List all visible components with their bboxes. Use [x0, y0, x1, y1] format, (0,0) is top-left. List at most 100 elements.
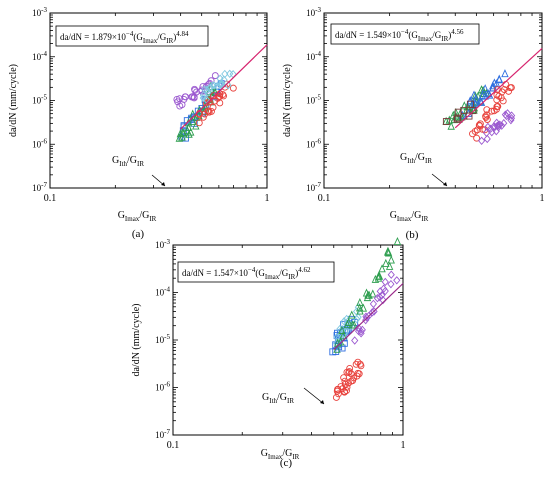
equation-text: da/dN = 1.547×10−4(GImax/GIR)4.62: [182, 266, 311, 281]
y-tick-exp: -4: [315, 50, 321, 58]
data-point: [483, 111, 491, 119]
y-tick-exp: -5: [315, 94, 321, 102]
equation-text: da/dN = 1.879×10−4(GImax/GIR)4.84: [60, 30, 189, 45]
y-tick-base: 10: [32, 8, 42, 18]
data-point: [498, 88, 506, 96]
data-point: [393, 276, 401, 285]
data-point: [355, 327, 363, 336]
panel-label: (a): [132, 228, 145, 240]
data-point: [332, 393, 340, 401]
data-point: [460, 106, 468, 114]
data-point: [496, 120, 504, 129]
y-tick-exp: -7: [41, 181, 47, 189]
data-point: [478, 136, 486, 146]
x-label-slash: /G: [139, 210, 149, 221]
data-point: [175, 133, 184, 142]
eq-lhs: da/dN = 1.547×10: [182, 268, 248, 278]
data-point: [341, 377, 349, 385]
x-axis-label: GImax/GIR: [261, 448, 300, 461]
y-tick-base: 10: [306, 52, 316, 62]
data-point: [334, 390, 342, 398]
y-tick-base: 10: [32, 139, 42, 149]
data-point: [482, 112, 490, 120]
eq-slash: /G: [157, 32, 167, 42]
y-axis-label: da/dN (mm/cycle): [131, 303, 142, 376]
y-tick-label: 10-3: [155, 238, 170, 250]
y-tick-label: 10-4: [155, 286, 170, 298]
thr-slash: /G: [277, 392, 287, 403]
data-point: [363, 293, 372, 302]
series-5: [478, 109, 516, 146]
data-point: [369, 299, 377, 309]
data-point: [483, 106, 491, 114]
data-point: [229, 84, 237, 92]
data-point: [209, 103, 217, 111]
data-point: [473, 134, 481, 142]
y-tick-base: 10: [155, 240, 165, 250]
x-tick-label: 1: [540, 193, 545, 204]
y-tick-exp: -6: [41, 137, 47, 145]
thr-sub2: IR: [425, 157, 432, 165]
eq-coef-exp: −4: [248, 266, 256, 274]
x-label-sub2: IR: [421, 215, 428, 223]
series-1: [442, 85, 491, 130]
data-point: [469, 107, 477, 115]
x-tick-label: 0.1: [167, 440, 180, 451]
data-point: [381, 286, 389, 296]
y-tick-label: 10-6: [155, 381, 170, 393]
y-tick-label: 10-7: [306, 181, 321, 193]
data-point: [381, 277, 389, 287]
threshold-arrow-head: [161, 182, 165, 186]
data-point: [373, 294, 382, 303]
data-point: [380, 284, 388, 293]
data-point: [503, 109, 512, 118]
eq-den-sub: IR: [166, 37, 173, 45]
threshold-arrow-head: [320, 400, 324, 404]
x-tick-label: 0.1: [44, 193, 57, 204]
x-label-main: G: [390, 210, 397, 221]
eq-power: 4.62: [298, 266, 311, 274]
data-point: [488, 107, 496, 115]
thr-sub1: Ith: [119, 160, 127, 168]
threshold-arrow-head: [443, 182, 447, 186]
y-tick-base: 10: [32, 96, 42, 106]
y-tick-label: 10-4: [32, 50, 47, 62]
data-point: [348, 320, 357, 329]
x-label-sub2: IR: [149, 215, 156, 223]
y-tick-base: 10: [155, 430, 165, 440]
y-tick-label: 10-3: [32, 6, 47, 18]
y-tick-label: 10-7: [32, 181, 47, 193]
data-point: [205, 107, 213, 115]
x-label-main: G: [118, 210, 125, 221]
y-tick-base: 10: [306, 8, 316, 18]
data-point: [387, 279, 395, 289]
data-point: [493, 91, 501, 99]
data-point: [203, 85, 211, 95]
data-point: [491, 122, 499, 132]
eq-num-sub: Imax: [143, 37, 158, 45]
data-point: [207, 83, 215, 92]
data-point: [382, 258, 390, 267]
y-tick-exp: -3: [164, 238, 170, 246]
data-point: [217, 80, 225, 89]
data-point: [473, 126, 481, 134]
data-point: [508, 111, 516, 120]
eq-den-sub: IR: [288, 273, 295, 281]
y-tick-exp: -7: [315, 181, 321, 189]
data-point: [220, 75, 228, 84]
equation-box: [177, 261, 335, 283]
threshold-label: GIth/GIR: [400, 152, 432, 165]
data-point: [352, 360, 360, 368]
eq-num-sub: Imax: [418, 35, 433, 43]
y-tick-base: 10: [306, 96, 316, 106]
eq-power: 4.84: [176, 30, 189, 38]
data-point: [495, 92, 503, 100]
data-point: [471, 91, 479, 100]
data-point: [481, 84, 489, 93]
data-point: [384, 248, 393, 257]
data-point: [482, 128, 491, 138]
data-point: [507, 115, 515, 125]
y-tick-base: 10: [32, 183, 42, 193]
data-point: [216, 74, 224, 83]
data-point: [470, 90, 478, 99]
